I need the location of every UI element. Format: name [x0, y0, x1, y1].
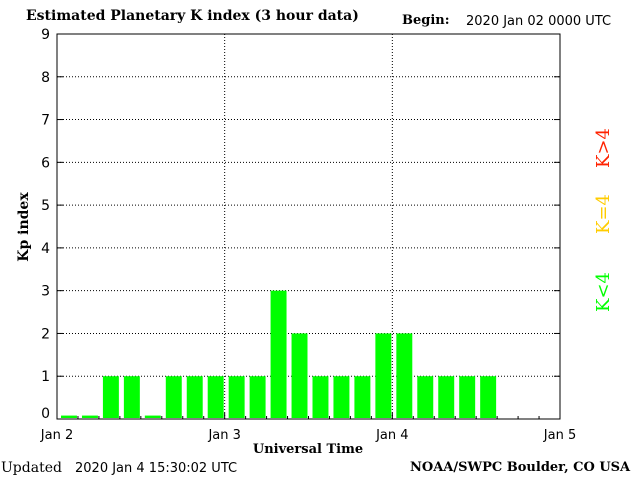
legend-item: K=4: [593, 194, 614, 234]
kp-bar: [291, 333, 308, 418]
kp-bar: [165, 376, 182, 418]
legend-item: K<4: [593, 272, 614, 312]
y-tick-label: 9: [41, 27, 50, 43]
kp-bar: [61, 415, 77, 418]
y-tick-label: 5: [41, 198, 50, 214]
kp-bar: [417, 376, 434, 418]
credit-text: NOAA/SWPC Boulder, CO USA: [410, 460, 631, 475]
kp-bar: [333, 376, 350, 418]
begin-label: Begin:: [402, 13, 450, 28]
begin-value: 2020 Jan 02 0000 UTC: [466, 14, 612, 29]
kp-bar: [144, 415, 161, 418]
y-tick-label: 2: [41, 326, 50, 342]
chart-title: Estimated Planetary K index (3 hour data…: [26, 8, 359, 24]
updated-label: Updated: [1, 460, 62, 476]
kp-bar: [312, 376, 329, 418]
kp-bar: [480, 376, 497, 418]
y-tick-label: 8: [41, 70, 50, 86]
kp-bar: [228, 376, 245, 418]
kp-bar: [186, 376, 203, 418]
kp-bar: [102, 376, 119, 418]
kp-bar: [354, 376, 371, 418]
y-axis-label: Kp index: [16, 192, 32, 262]
x-tick-label: Jan 4: [375, 428, 408, 443]
plot-frame: [56, 33, 561, 420]
x-axis-label: Universal Time: [253, 442, 363, 457]
x-tick-label: Jan 5: [543, 428, 576, 443]
kp-bar: [438, 376, 455, 418]
kp-bar: [459, 376, 476, 418]
y-tick-label: 3: [41, 284, 50, 300]
y-tick-label: 4: [41, 241, 50, 257]
y-tick-label: 7: [41, 113, 50, 129]
y-tick-label: 6: [41, 155, 50, 171]
kp-bar: [396, 333, 413, 418]
kp-bar: [270, 290, 287, 418]
kp-bar: [81, 415, 98, 418]
legend-item: K>4: [593, 128, 614, 168]
y-tick-label: 0: [41, 406, 50, 422]
y-tick-label: 1: [41, 369, 50, 385]
updated-value: 2020 Jan 4 15:30:02 UTC: [75, 461, 238, 476]
kp-bar: [123, 376, 140, 418]
kp-bar: [249, 376, 266, 418]
x-tick-label: Jan 3: [207, 428, 240, 443]
kp-bar: [207, 376, 224, 418]
kp-bar: [375, 333, 392, 418]
x-tick-label: Jan 2: [40, 428, 73, 443]
